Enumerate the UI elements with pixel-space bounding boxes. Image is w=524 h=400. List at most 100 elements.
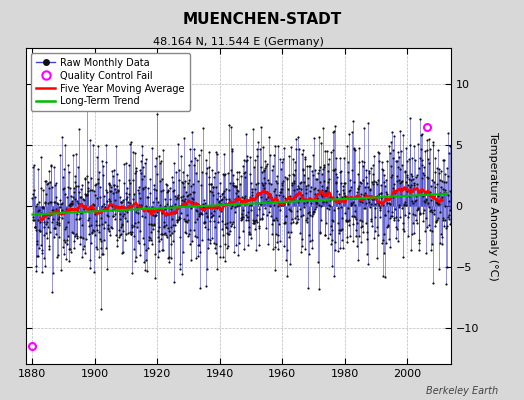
Point: [30, 194, 39, 200]
Point: [211, 170, 219, 177]
Point: [226, 198, 235, 204]
Point: [51, 225, 60, 232]
Point: [421, 148, 429, 154]
Point: [114, 207, 123, 213]
Point: [81, 175, 89, 181]
Point: [278, 193, 287, 200]
Point: [66, 185, 74, 191]
Point: [363, 229, 372, 236]
Point: [296, 195, 304, 201]
Point: [144, 245, 152, 251]
Point: [286, 198, 294, 204]
Point: [401, 199, 410, 205]
Point: [171, 201, 180, 208]
Point: [398, 205, 407, 212]
Point: [174, 141, 182, 147]
Point: [416, 210, 424, 216]
Point: [274, 246, 282, 252]
Point: [412, 180, 421, 187]
Point: [34, 208, 42, 214]
Point: [260, 168, 269, 174]
Point: [364, 184, 372, 190]
Point: [160, 222, 168, 229]
Point: [409, 219, 417, 226]
Point: [227, 166, 235, 173]
Point: [38, 250, 47, 256]
Point: [361, 190, 369, 196]
Point: [129, 149, 137, 155]
Point: [194, 242, 203, 248]
Point: [113, 243, 121, 250]
Point: [193, 253, 202, 260]
Point: [266, 191, 275, 198]
Point: [246, 231, 254, 237]
Point: [262, 225, 270, 231]
Point: [161, 206, 170, 212]
Point: [336, 227, 345, 233]
Point: [355, 183, 364, 190]
Point: [307, 196, 315, 202]
Point: [50, 234, 59, 240]
Point: [264, 241, 272, 248]
Point: [193, 234, 202, 240]
Point: [445, 150, 453, 156]
Point: [215, 213, 223, 219]
Point: [303, 182, 312, 188]
Point: [247, 235, 256, 241]
Point: [392, 214, 400, 220]
Point: [143, 206, 151, 212]
Point: [261, 196, 270, 202]
Point: [425, 160, 433, 166]
Point: [183, 172, 191, 178]
Point: [420, 207, 428, 213]
Point: [229, 218, 237, 225]
Point: [354, 158, 363, 165]
Point: [108, 168, 116, 174]
Point: [209, 192, 217, 199]
Point: [269, 216, 278, 223]
Point: [355, 145, 363, 152]
Point: [67, 192, 75, 199]
Point: [198, 168, 206, 175]
Point: [171, 208, 180, 215]
Point: [250, 218, 259, 224]
Point: [384, 196, 392, 202]
Point: [376, 207, 385, 213]
Point: [136, 228, 145, 234]
Point: [243, 153, 252, 159]
Point: [365, 193, 373, 199]
Point: [88, 240, 96, 247]
Point: [134, 186, 142, 193]
Point: [214, 198, 223, 205]
Point: [144, 208, 152, 214]
Point: [111, 197, 119, 203]
Point: [269, 152, 278, 158]
Point: [103, 189, 111, 195]
Point: [289, 178, 298, 184]
Point: [223, 224, 231, 231]
Point: [105, 197, 114, 204]
Point: [354, 256, 362, 263]
Point: [307, 199, 315, 206]
Point: [147, 229, 155, 236]
Point: [321, 188, 330, 194]
Point: [35, 206, 43, 213]
Point: [349, 118, 357, 124]
Point: [163, 201, 171, 208]
Point: [120, 211, 128, 217]
Point: [180, 196, 189, 202]
Point: [182, 201, 190, 208]
Point: [345, 222, 353, 228]
Point: [408, 231, 417, 237]
Point: [432, 199, 441, 206]
Point: [259, 166, 268, 173]
Point: [238, 163, 247, 169]
Y-axis label: Temperature Anomaly (°C): Temperature Anomaly (°C): [488, 132, 498, 280]
Point: [32, 227, 40, 234]
Point: [197, 210, 205, 216]
Point: [304, 285, 313, 291]
Point: [98, 203, 106, 210]
Point: [375, 150, 384, 156]
Point: [44, 215, 52, 222]
Point: [132, 209, 140, 216]
